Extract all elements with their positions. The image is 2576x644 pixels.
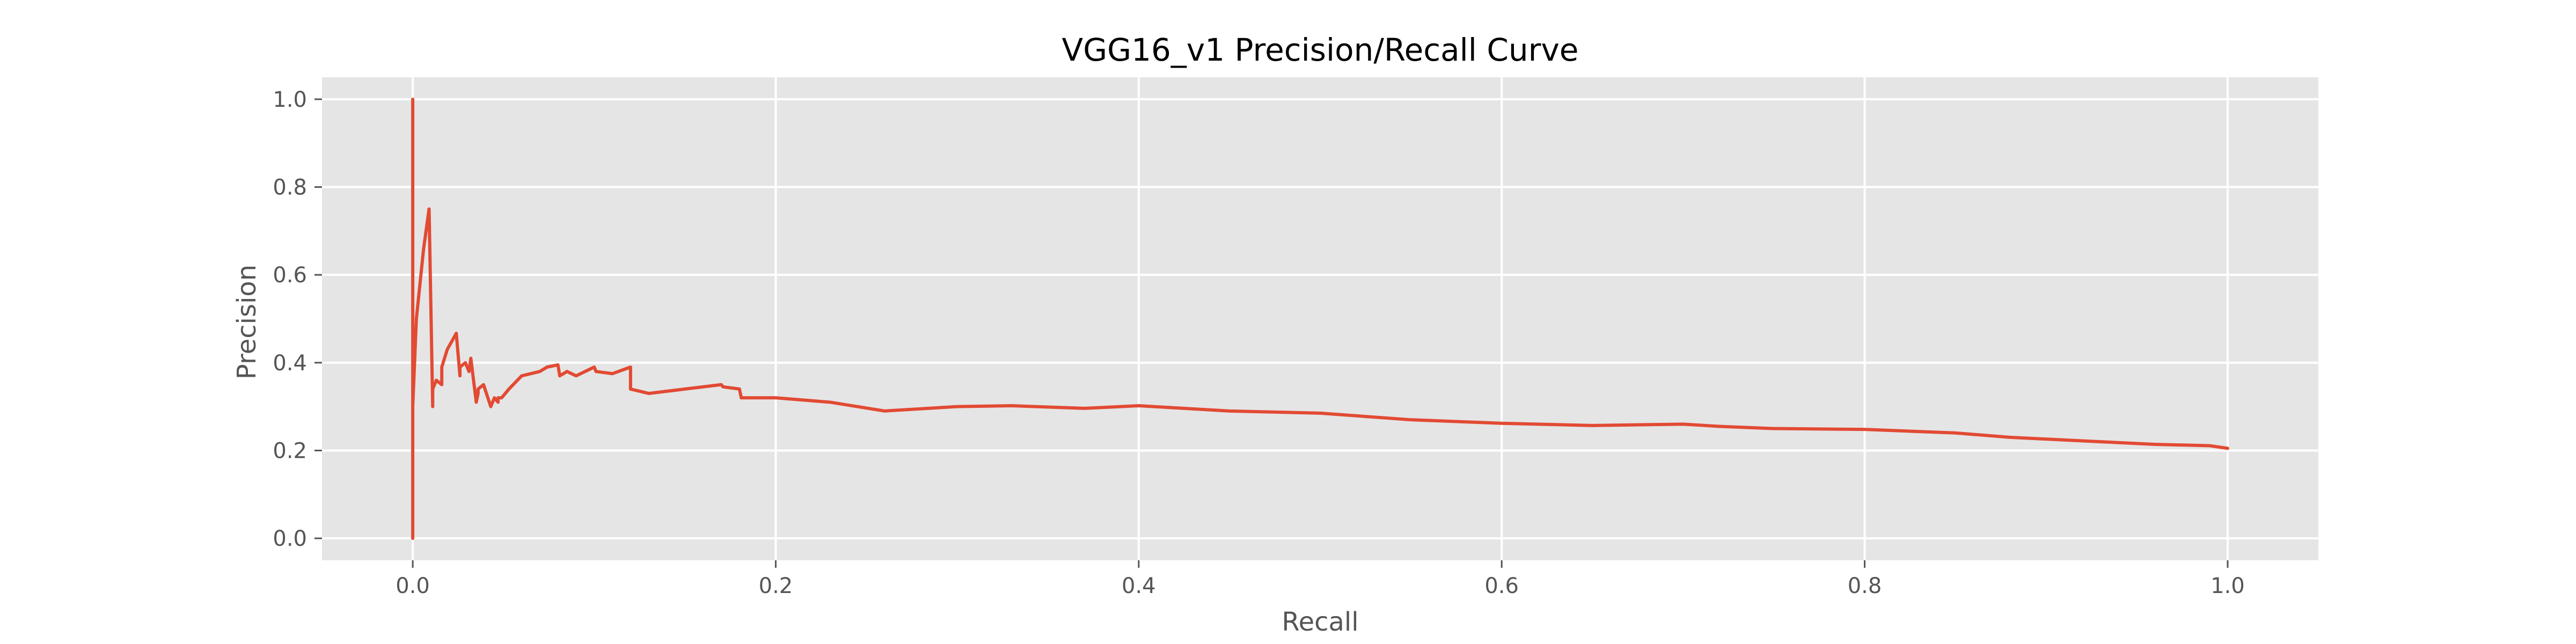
- y-tick-label: 0.0: [273, 526, 307, 551]
- y-tick-label: 0.4: [273, 351, 307, 376]
- x-tick-label: 0.6: [1484, 574, 1519, 598]
- plot-background: [322, 77, 2318, 560]
- y-tick-label: 1.0: [273, 87, 307, 112]
- y-tick-label: 0.2: [273, 438, 307, 463]
- x-tick-label: 0.8: [1848, 574, 1882, 598]
- chart-title: VGG16_v1 Precision/Recall Curve: [1062, 32, 1579, 68]
- x-axis-label: Recall: [1282, 607, 1358, 637]
- y-tick-label: 0.8: [273, 175, 307, 200]
- series-line: [411, 97, 2229, 540]
- x-tick-label: 0.4: [1122, 574, 1156, 598]
- x-tick-labels: 0.0 0.2 0.4 0.6 0.8 1.0: [396, 560, 2245, 598]
- y-tick-label: 0.6: [273, 263, 307, 288]
- y-tick-labels: 0.0 0.2 0.4 0.6 0.8 1.0: [273, 87, 322, 551]
- x-tick-label: 1.0: [2211, 574, 2245, 598]
- x-tick-label: 0.0: [396, 574, 430, 598]
- y-axis-label: Precision: [232, 265, 262, 379]
- x-tick-label: 0.2: [759, 574, 793, 598]
- grid-layer: [322, 77, 2318, 560]
